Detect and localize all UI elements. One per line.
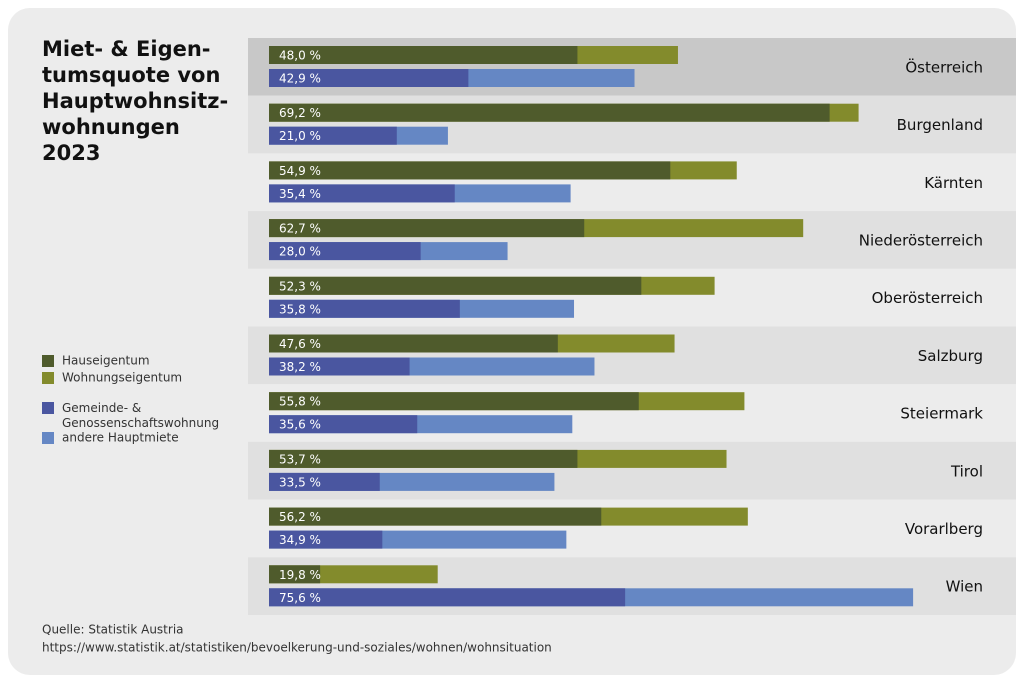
legend-swatch [42, 372, 54, 384]
bar-segment [269, 69, 469, 87]
value-label: 52,3 % [279, 279, 321, 293]
bar-segment [269, 46, 578, 64]
region-label: Oberösterreich [872, 289, 983, 307]
region-label: Niederösterreich [859, 231, 983, 249]
bar-segment [269, 276, 642, 295]
legend-line: Genossenschaftswohnung [62, 416, 219, 430]
legend-label: andere Hauptmiete [62, 431, 179, 445]
legend-label: Hauseigentum [62, 354, 150, 368]
value-label: 48,0 % [279, 49, 321, 63]
legend-swatch [42, 432, 54, 444]
value-label: 35,8 % [279, 302, 321, 316]
bar-segment [269, 219, 585, 238]
bar-segment [269, 184, 455, 203]
chart-title: 2023 [42, 141, 100, 165]
chart-title: Miet- & Eigen- [42, 37, 211, 61]
value-label: 33,5 % [279, 475, 321, 489]
bar-segment [269, 126, 397, 145]
bar-segment [269, 103, 830, 122]
chart-title: tumsquote von [42, 63, 220, 87]
bar-segment [269, 334, 558, 353]
value-label: 35,4 % [279, 187, 321, 201]
value-label: 21,0 % [279, 129, 321, 143]
region-label: Österreich [905, 57, 983, 76]
value-label: 35,6 % [279, 418, 321, 432]
legend-swatch [42, 355, 54, 367]
legend-line: Gemeinde- & [62, 401, 141, 415]
value-label: 69,2 % [279, 106, 321, 120]
value-label: 19,8 % [279, 568, 321, 582]
value-label: 54,9 % [279, 164, 321, 178]
bar-segment [269, 357, 410, 376]
bar-segment [269, 449, 578, 468]
bar-segment [269, 472, 380, 491]
value-label: 28,0 % [279, 245, 321, 259]
region-label: Vorarlberg [905, 520, 983, 538]
region-label: Kärnten [924, 174, 983, 192]
value-label: 53,7 % [279, 452, 321, 466]
bar-segment [269, 588, 626, 607]
value-label: 42,9 % [279, 72, 321, 86]
value-label: 47,6 % [279, 337, 321, 351]
bar-segment [269, 530, 383, 549]
bar-segment [269, 161, 671, 180]
chart-title: Hauptwohnsitz- [42, 89, 228, 113]
source: https://www.statistik.at/statistiken/bev… [42, 641, 552, 655]
bar-segment [269, 392, 639, 411]
bar-segment [269, 299, 460, 318]
value-label: 62,7 % [279, 222, 321, 236]
value-label: 55,8 % [279, 395, 321, 409]
value-label: 56,2 % [279, 510, 321, 524]
chart-title: wohnungen [42, 115, 180, 139]
bar-segment [269, 242, 421, 261]
region-label: Wien [946, 578, 983, 596]
value-label: 34,9 % [279, 533, 321, 547]
legend-label: Wohnungseigentum [62, 371, 182, 385]
value-label: 75,6 % [279, 591, 321, 605]
region-label: Steiermark [900, 405, 983, 423]
region-label: Tirol [950, 462, 983, 480]
legend-swatch [42, 402, 54, 414]
bar-segment [269, 565, 321, 584]
bar-segment [269, 415, 418, 434]
source: Quelle: Statistik Austria [42, 623, 184, 637]
region-label: Burgenland [897, 116, 983, 134]
value-label: 38,2 % [279, 360, 321, 374]
region-label: Salzburg [918, 347, 983, 365]
bar-segment [269, 507, 602, 526]
legend-label: Gemeinde- & Genossenschaftswohnung [62, 401, 219, 430]
